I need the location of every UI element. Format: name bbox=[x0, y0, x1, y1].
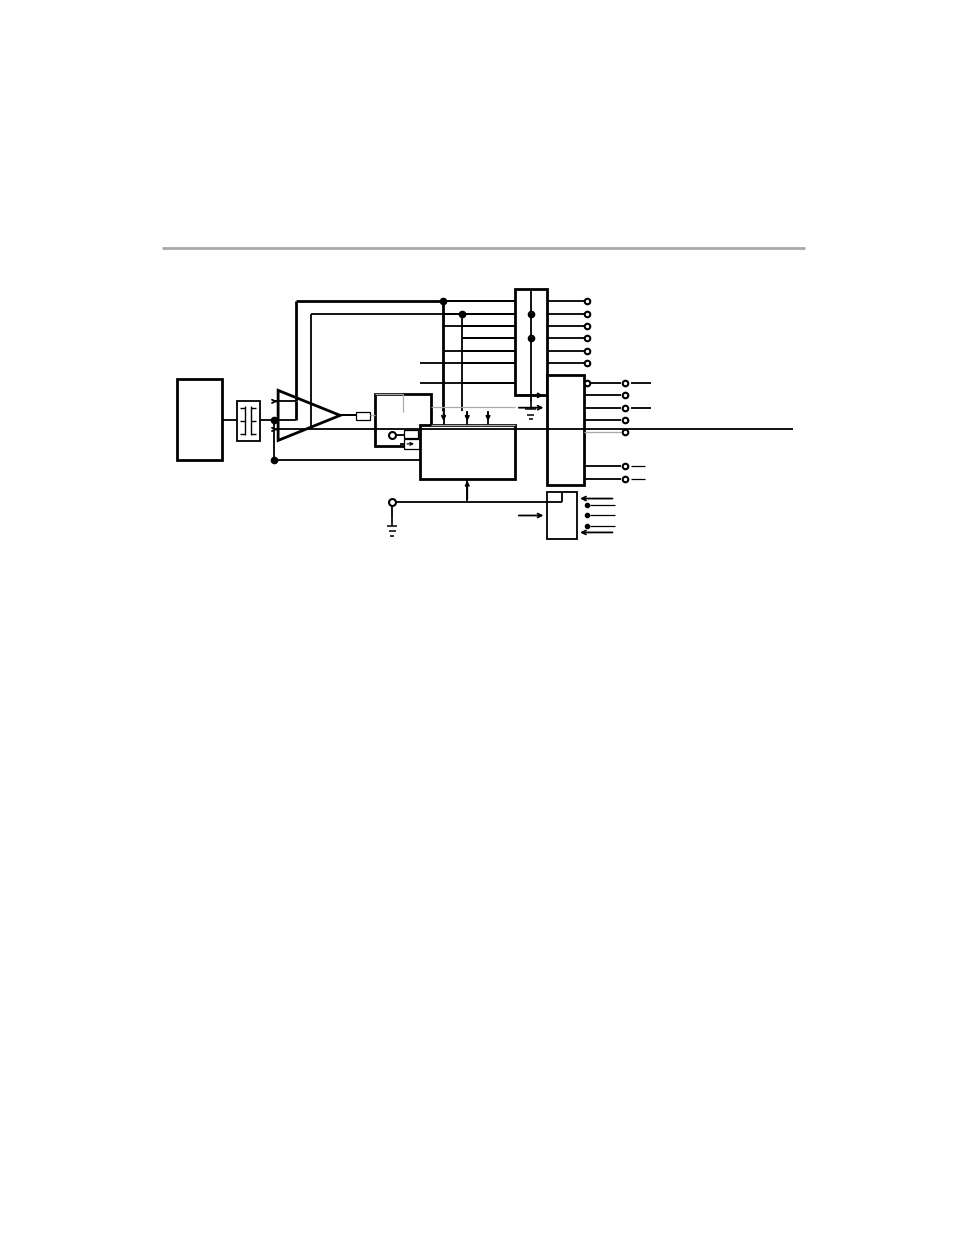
Bar bbox=[355, 411, 369, 420]
Bar bbox=[403, 440, 420, 448]
Bar bbox=[546, 493, 576, 538]
Bar bbox=[403, 430, 417, 438]
Bar bbox=[375, 394, 431, 446]
Bar bbox=[546, 375, 583, 484]
Bar bbox=[514, 289, 546, 395]
Bar bbox=[419, 425, 514, 478]
Bar bbox=[236, 401, 260, 441]
Bar bbox=[177, 379, 222, 461]
